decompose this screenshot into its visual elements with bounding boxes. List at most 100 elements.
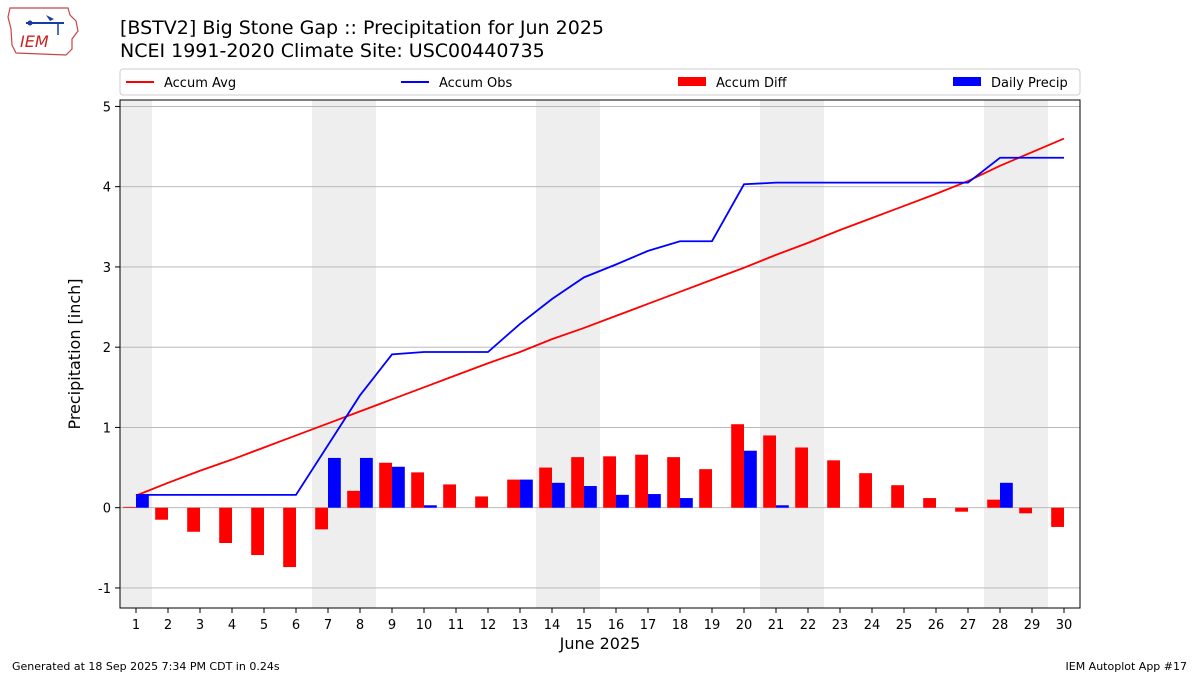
accum-diff-bar [411, 472, 424, 508]
app-credit: IEM Autoplot App #17 [1065, 660, 1188, 673]
x-tick-label: 20 [736, 618, 753, 633]
x-tick-label: 2 [164, 618, 172, 633]
accum-diff-bar [859, 473, 872, 508]
x-tick-label: 30 [1056, 618, 1073, 633]
x-tick-label: 24 [864, 618, 881, 633]
weekend-band [760, 100, 824, 608]
x-tick-label: 4 [228, 618, 236, 633]
accum-diff-bar [443, 484, 456, 508]
accum-diff-bar [635, 454, 648, 508]
legend-accum-avg-label: Accum Avg [164, 76, 236, 91]
daily-precip-bar [1000, 482, 1013, 508]
daily-precip-bar [360, 457, 373, 508]
accum-diff-bar [1051, 507, 1064, 527]
legend-box [119, 68, 1081, 96]
x-tick-label: 25 [896, 618, 913, 633]
accum-diff-bar [507, 479, 520, 508]
x-tick-label: 17 [640, 618, 657, 633]
y-tick-label: 3 [103, 261, 111, 276]
y-tick-label: 5 [103, 100, 111, 115]
accum-diff-bar [603, 456, 616, 508]
weekend-band [120, 100, 152, 608]
legend-accum-obs-label: Accum Obs [439, 76, 512, 91]
x-tick-label: 10 [416, 618, 433, 633]
lines [135, 137, 1065, 497]
x-tick-label: 5 [260, 618, 268, 633]
accum-diff-bar [827, 460, 840, 508]
x-tick-label: 26 [928, 618, 945, 633]
accum-diff-bar [347, 490, 360, 508]
weekend-band [312, 100, 376, 608]
iem-logo: IEM [6, 5, 82, 63]
daily-precip-bar [776, 505, 789, 508]
chart-subtitle: NCEI 1991-2020 Climate Site: USC00440735 [120, 40, 545, 62]
accum-diff-bar [795, 447, 808, 508]
plot-frame [119, 99, 1081, 609]
accum-diff-bar [123, 506, 136, 508]
accum-diff-bar [219, 507, 232, 543]
accum-diff-bar [923, 498, 936, 508]
svg-text:IEM: IEM [20, 32, 49, 51]
x-tick-label: 18 [672, 618, 689, 633]
x-tick-label: 9 [388, 618, 396, 633]
y-tick-label: -1 [98, 582, 111, 597]
y-tick-label: 1 [103, 421, 111, 436]
daily-precip-bar [552, 482, 565, 508]
x-tick-label: 19 [704, 618, 721, 633]
weekend-band [536, 100, 600, 608]
x-tick-label: 27 [960, 618, 977, 633]
accum-avg-line [135, 137, 1065, 497]
accum-diff-bar [1019, 507, 1032, 514]
legend-daily-precip-label: Daily Precip [991, 76, 1068, 91]
daily-precip-bar [744, 450, 757, 508]
x-tick-label: 1 [132, 618, 140, 633]
daily-precip-bar [680, 498, 693, 508]
accum-diff-bar [475, 496, 488, 508]
accum-diff-bar [987, 499, 1000, 508]
daily-precip-bar [424, 505, 437, 508]
x-tick-label: 6 [292, 618, 300, 633]
weekend-band [984, 100, 1048, 608]
y-axis-label: Precipitation [inch] [65, 278, 84, 429]
legend-accum-diff-label: Accum Diff [716, 76, 788, 91]
x-tick-label: 23 [832, 618, 849, 633]
bars [123, 424, 1064, 568]
x-tick-label: 8 [356, 618, 364, 633]
daily-precip-bar [328, 457, 341, 508]
accum-diff-bar [251, 507, 264, 556]
accum-diff-bar [155, 507, 168, 520]
accum-diff-bar [731, 424, 744, 508]
accum-diff-bar [571, 457, 584, 508]
x-tick-label: 13 [512, 618, 529, 633]
y-tick-label: 2 [103, 341, 111, 356]
accum-diff-bar [699, 469, 712, 508]
y-tick-label: 4 [103, 181, 111, 196]
accum-diff-bar [763, 435, 776, 508]
daily-precip-bar [648, 494, 661, 508]
accum-diff-bar [187, 507, 200, 532]
legend-daily-precip-swatch [953, 77, 981, 86]
chart-title: [BSTV2] Big Stone Gap :: Precipitation f… [120, 17, 604, 39]
accum-diff-bar [315, 507, 328, 530]
accum-diff-bar [539, 467, 552, 508]
daily-precip-bar [616, 494, 629, 508]
daily-precip-bar [584, 486, 597, 508]
x-tick-label: 7 [324, 618, 332, 633]
x-axis-label: June 2025 [559, 634, 641, 653]
daily-precip-bar [136, 494, 149, 508]
x-tick-label: 21 [768, 618, 785, 633]
weekend-shading [120, 100, 1048, 608]
daily-precip-bar [520, 479, 533, 508]
accum-diff-bar [955, 507, 968, 512]
x-tick-label: 22 [800, 618, 817, 633]
x-tick-label: 14 [544, 618, 561, 633]
x-tick-label: 11 [448, 618, 465, 633]
accum-obs-line [136, 156, 1064, 496]
x-tick-label: 15 [576, 618, 593, 633]
daily-precip-bar [392, 466, 405, 508]
x-tick-label: 12 [480, 618, 497, 633]
iowa-map-icon: IEM [7, 7, 79, 56]
x-tick-label: 29 [1024, 618, 1041, 633]
